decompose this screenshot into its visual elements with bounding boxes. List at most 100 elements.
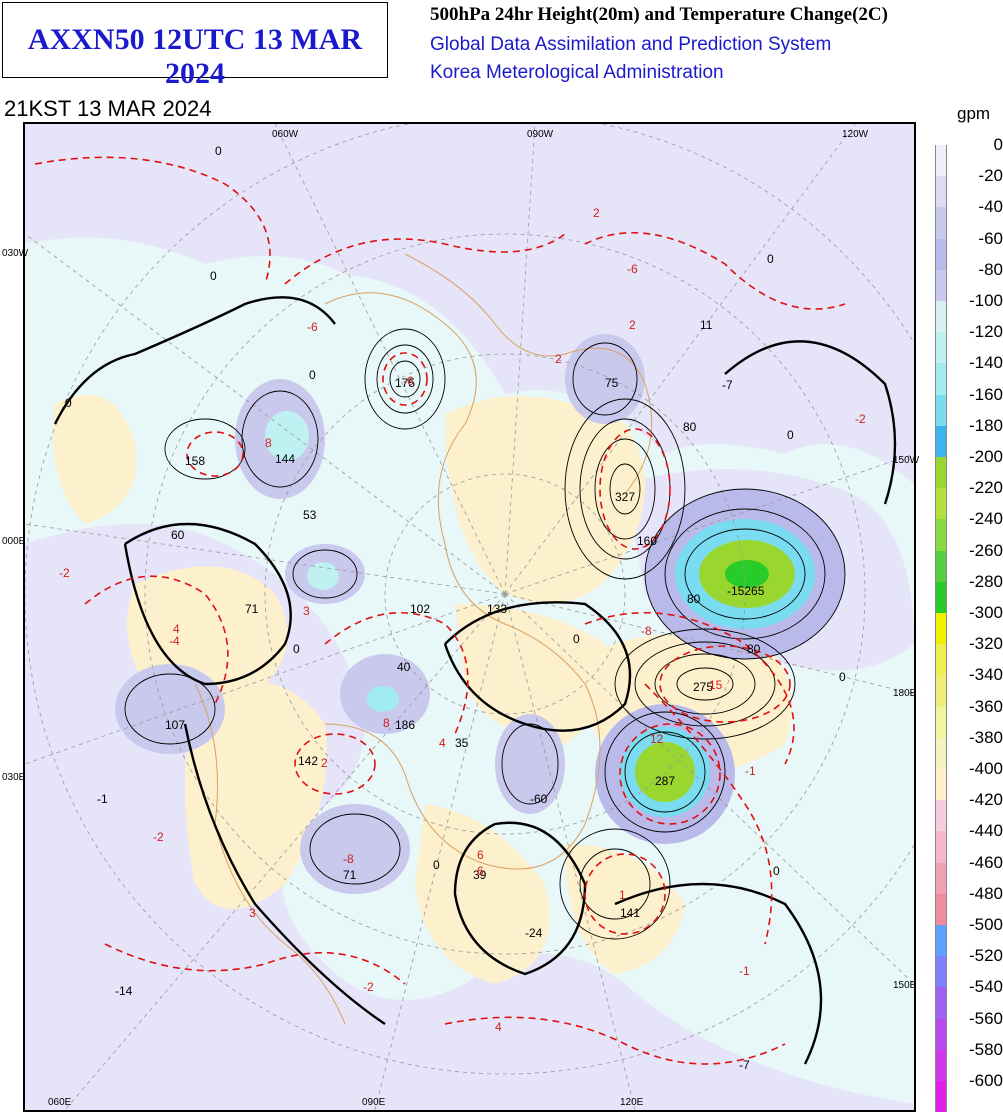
meridian-label: 060E xyxy=(48,1097,72,1108)
contour-value-label: 0 xyxy=(65,396,72,410)
meridian-label: 090W xyxy=(527,129,554,140)
colorbar-swatch xyxy=(935,862,947,894)
height-center-label: 158 xyxy=(185,454,206,468)
positive-height-change-region xyxy=(185,679,327,909)
height-center-label: 107 xyxy=(165,718,186,732)
height-fall-center xyxy=(115,664,225,754)
colorbar-swatch xyxy=(935,675,947,707)
colorbar-swatch xyxy=(935,425,947,457)
contour-value-label: 0 xyxy=(573,632,580,646)
colorbar-level-label: -80 xyxy=(978,259,1003,279)
temperature-center-label: 8 xyxy=(265,436,272,450)
temperature-center-label: 15 xyxy=(709,678,723,692)
coastline xyxy=(324,292,601,870)
contour-value-label: 0 xyxy=(767,252,774,266)
temperature-center-label: 2 xyxy=(555,352,562,366)
colorbar-level-label: -200 xyxy=(968,447,1003,466)
coastline xyxy=(194,683,346,1025)
height-center-label: -7 xyxy=(722,378,733,392)
temperature-center-label: -2 xyxy=(59,566,70,580)
temperature-center-label: -2 xyxy=(363,980,374,994)
temperature-center-label: -4 xyxy=(169,634,180,648)
meridian-label: 030E xyxy=(2,772,26,783)
colorbar-level-label: -300 xyxy=(968,603,1003,622)
colorbar-level-label: -360 xyxy=(968,696,1003,716)
height-center-label: 71 xyxy=(245,602,259,616)
colorbar-swatch xyxy=(935,394,947,426)
colorbar-swatch xyxy=(935,613,947,645)
height-center-label: 71 xyxy=(343,868,357,882)
model-name: Global Data Assimilation and Prediction … xyxy=(430,34,832,55)
meridian-label: 060W xyxy=(272,129,299,140)
contour-value-label: 0 xyxy=(293,642,300,656)
colorbar-swatch xyxy=(935,145,947,177)
colorbar-level-label: -560 xyxy=(968,1008,1003,1028)
temperature-change-contours xyxy=(34,156,846,1065)
graticule xyxy=(25,124,914,1110)
product-title-box: AXXN50 12UTC 13 MAR 2024 xyxy=(2,2,388,90)
colorbar-level-label: -240 xyxy=(968,509,1003,529)
temperature-center-label: -2 xyxy=(855,412,866,426)
temperature-center-label: 3 xyxy=(249,906,256,920)
contour-value-label: 80 xyxy=(747,642,761,656)
polar-stereographic-map xyxy=(25,124,914,1110)
colorbar-swatch xyxy=(935,831,947,863)
colorbar-swatch xyxy=(935,987,947,1019)
colorbar-swatch xyxy=(935,519,947,551)
colorbar-swatch xyxy=(935,706,947,738)
height-center-label: 60 xyxy=(171,528,185,542)
height-center-label: 287 xyxy=(655,774,676,788)
height-fall-center xyxy=(495,714,565,814)
height-fall-center xyxy=(635,742,695,802)
colorbar-swatch xyxy=(935,176,947,208)
colorbar-swatch xyxy=(935,488,947,520)
temperature-center-label: 2 xyxy=(629,318,636,332)
colorbar-swatch xyxy=(935,1049,947,1081)
colorbar-level-label: -460 xyxy=(968,852,1003,872)
colorbar-swatch xyxy=(935,550,947,582)
height-center-label: 11 xyxy=(700,318,713,332)
temperature-center-label: -6 xyxy=(403,374,414,388)
temperature-center-label: -1 xyxy=(745,764,756,778)
height-center-label: -15265 xyxy=(727,584,765,598)
height-center-label: 141 xyxy=(620,906,641,920)
positive-height-change-region xyxy=(415,804,550,984)
colorbar-swatch xyxy=(935,1018,947,1050)
colorbar-level-label: -220 xyxy=(968,478,1003,498)
temperature-center-label: 4 xyxy=(173,622,180,636)
agency-name: Korea Meterological Administration xyxy=(430,62,724,83)
meridian-label: 180E xyxy=(893,688,917,699)
colorbar-level-label: -260 xyxy=(968,540,1003,560)
colorbar-swatch xyxy=(935,301,947,333)
colorbar-level-label: -280 xyxy=(968,571,1003,591)
colorbar-level-label: -540 xyxy=(968,977,1003,997)
map-frame: 175 158 144 53 60 71 102 133 40 107 186 142 35 71 39 -2… xyxy=(23,122,916,1112)
height-center-label: 327 xyxy=(615,490,636,504)
height-center-label: 133 xyxy=(487,602,508,616)
height-center-label: 39 xyxy=(473,868,487,882)
height-center-label: 186 xyxy=(395,718,416,732)
colorbar-level-label: -160 xyxy=(968,384,1003,404)
positive-height-change-region xyxy=(445,396,645,603)
height-center-label: 53 xyxy=(303,508,317,522)
contour-value-label: 0 xyxy=(433,858,440,872)
height-center-label: 102 xyxy=(410,602,431,616)
colorbar-swatch xyxy=(935,207,947,239)
colorbar-level-label: 0 xyxy=(993,135,1003,154)
contour-value-label: 0 xyxy=(787,428,794,442)
temperature-center-label: 12 xyxy=(650,732,664,746)
meridian-label: 120W xyxy=(842,129,869,140)
height-fall-center xyxy=(265,411,309,461)
colorbar-swatch xyxy=(935,737,947,769)
colorbar-swatch xyxy=(935,644,947,676)
colorbar-level-label: -320 xyxy=(968,634,1003,654)
height-fall-center xyxy=(307,562,339,590)
coastline xyxy=(404,253,653,495)
colorbar-unit: gpm xyxy=(957,104,991,123)
height-fall-center xyxy=(300,804,410,894)
temperature-center-label: 1 xyxy=(619,888,626,902)
colorbar-swatch xyxy=(935,269,947,301)
meridian-label: 120E xyxy=(620,1097,644,1108)
colorbar-level-label: -600 xyxy=(968,1071,1003,1090)
zero-height-contour xyxy=(53,296,897,1065)
